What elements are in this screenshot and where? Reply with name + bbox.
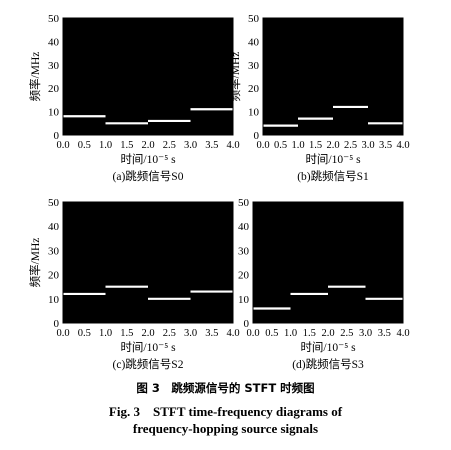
subplot-caption-a: (a)跳频信号S0 <box>113 169 184 183</box>
panel-b-plot-area <box>263 18 403 135</box>
panel-a: 0 10 20 30 40 50 0.0 0.5 1.0 1.5 2.0 2.5 3.0 3.5 4.0 频率… <box>28 13 240 183</box>
x-tick-label-b-6: 3.0 <box>361 140 374 151</box>
panel-d-frame <box>252 201 404 324</box>
x-tick-label-a-2: 1.0 <box>99 140 112 151</box>
y-tick-label-a-0: 0 <box>54 130 60 142</box>
x-tick-label-c-5: 2.5 <box>163 328 176 339</box>
panel-c-plot-area <box>63 202 233 323</box>
x-tick-label-a-4: 2.0 <box>141 140 154 151</box>
panel-d-plot-area <box>253 202 403 323</box>
x-tick-label-c-3: 1.5 <box>120 328 133 339</box>
y-tick-label-d-3: 30 <box>238 245 250 257</box>
x-tick-label-d-7: 3.5 <box>378 328 391 339</box>
x-axis-label-b: 时间/10⁻⁵ s <box>305 153 361 166</box>
x-tick-label-a-3: 1.5 <box>120 140 133 151</box>
y-tick-label-c-3: 30 <box>48 245 60 257</box>
x-tick-label-d-2: 1.0 <box>284 328 297 339</box>
x-tick-label-b-5: 2.5 <box>344 140 357 151</box>
x-tick-label-c-2: 1.0 <box>99 328 112 339</box>
y-tick-label-d-0: 0 <box>244 318 250 330</box>
figure-caption-cn: 图 3 跳频源信号的 STFT 时频图 <box>136 381 315 395</box>
panel-b-frame <box>262 17 404 136</box>
y-axis-label-b: 频率/MHz <box>228 52 242 102</box>
x-axis-label-d: 时间/10⁻⁵ s <box>300 341 356 354</box>
x-tick-label-d-3: 1.5 <box>303 328 316 339</box>
panel-a-plot-area <box>63 18 233 135</box>
y-tick-label-b-2: 20 <box>248 83 260 95</box>
y-tick-label-d-1: 10 <box>238 294 250 306</box>
y-tick-label-d-5: 50 <box>238 197 250 209</box>
y-tick-label-a-3: 30 <box>48 60 60 72</box>
x-tick-label-c-0: 0.0 <box>56 328 69 339</box>
x-tick-label-b-0: 0.0 <box>256 140 269 151</box>
subplot-caption-c: (c)跳频信号S2 <box>113 357 184 371</box>
y-tick-label-c-4: 40 <box>48 221 60 233</box>
x-tick-label-a-8: 4.0 <box>226 140 239 151</box>
y-tick-label-a-5: 50 <box>48 13 60 25</box>
x-tick-label-d-6: 3.0 <box>359 328 372 339</box>
panel-d: 0 10 20 30 40 50 0.0 0.5 1.0 1.5 2.0 2.5 3.0 3.5 4.0 频率… <box>218 197 410 371</box>
x-tick-label-b-3: 1.5 <box>309 140 322 151</box>
y-axis-label-c: 频率/MHz <box>28 238 42 288</box>
y-tick-label-b-1: 10 <box>248 107 260 119</box>
x-tick-label-c-4: 2.0 <box>141 328 154 339</box>
y-axis-label-a: 频率/MHz <box>28 52 42 102</box>
y-tick-label-d-2: 20 <box>238 270 250 282</box>
y-tick-label-b-4: 40 <box>248 36 260 48</box>
x-tick-label-d-0: 0.0 <box>246 328 259 339</box>
panel-a-frame <box>62 17 234 136</box>
x-tick-label-b-8: 4.0 <box>396 140 409 151</box>
x-axis-label-c: 时间/10⁻⁵ s <box>120 341 176 354</box>
x-tick-label-c-1: 0.5 <box>78 328 91 339</box>
x-tick-label-b-2: 1.0 <box>291 140 304 151</box>
y-tick-label-b-0: 0 <box>254 130 260 142</box>
x-tick-label-b-1: 0.5 <box>274 140 287 151</box>
x-tick-label-a-0: 0.0 <box>56 140 69 151</box>
x-tick-label-c-8: 4.0 <box>226 328 239 339</box>
panel-b: 0 10 20 30 40 50 0.0 0.5 1.0 1.5 2.0 2.5 3.0 3.5 4.0 频率… <box>228 13 410 183</box>
y-tick-label-a-2: 20 <box>48 83 60 95</box>
x-tick-label-a-1: 0.5 <box>78 140 91 151</box>
x-tick-label-d-8: 4.0 <box>396 328 409 339</box>
y-tick-label-b-5: 50 <box>248 13 260 25</box>
y-tick-label-b-3: 30 <box>248 60 260 72</box>
x-tick-label-b-4: 2.0 <box>326 140 339 151</box>
y-tick-label-c-0: 0 <box>54 318 60 330</box>
x-tick-label-a-7: 3.5 <box>205 140 218 151</box>
x-tick-label-d-4: 2.0 <box>321 328 334 339</box>
x-axis-label-a: 时间/10⁻⁵ s <box>120 153 176 166</box>
y-tick-label-a-1: 10 <box>48 107 60 119</box>
subplot-caption-d: (d)跳频信号S3 <box>292 357 364 371</box>
figure-caption-en-line1: Fig. 3 STFT time-frequency diagrams of <box>108 404 343 419</box>
y-tick-label-a-4: 40 <box>48 36 60 48</box>
x-tick-label-c-7: 3.5 <box>205 328 218 339</box>
x-tick-label-a-6: 3.0 <box>184 140 197 151</box>
panel-c: 0 10 20 30 40 50 0.0 0.5 1.0 1.5 2.0 2.5 3.0 3.5 4.0 频率… <box>28 197 240 371</box>
x-tick-label-c-6: 3.0 <box>184 328 197 339</box>
figure-caption-en-line2: frequency-hopping source signals <box>132 421 319 436</box>
panel-c-frame <box>62 201 234 324</box>
x-tick-label-a-5: 2.5 <box>163 140 176 151</box>
y-axis-label-d: 频率/MHz <box>218 238 232 288</box>
x-tick-label-b-7: 3.5 <box>379 140 392 151</box>
x-tick-label-d-5: 2.5 <box>340 328 353 339</box>
y-tick-label-c-2: 20 <box>48 270 60 282</box>
y-tick-label-c-5: 50 <box>48 197 60 209</box>
subplot-caption-b: (b)跳频信号S1 <box>297 169 369 183</box>
x-tick-label-d-1: 0.5 <box>265 328 278 339</box>
y-tick-label-d-4: 40 <box>238 221 250 233</box>
y-tick-label-c-1: 10 <box>48 294 60 306</box>
